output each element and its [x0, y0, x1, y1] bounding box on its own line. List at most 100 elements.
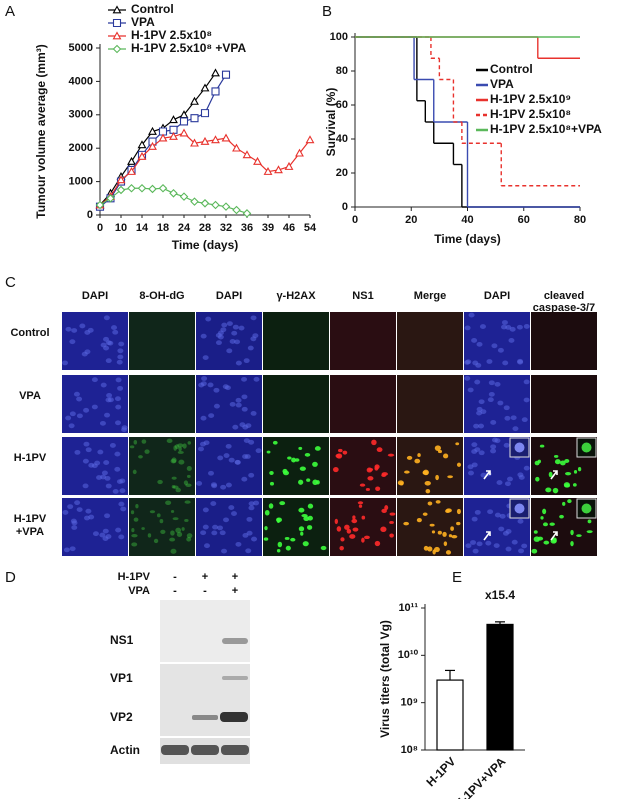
cell-signal: [175, 527, 182, 533]
cell-signal: [131, 534, 138, 538]
cell-signal: [284, 537, 290, 540]
cell-signal: [521, 543, 528, 549]
treatment-sign: -: [203, 585, 207, 597]
cell-signal: [387, 453, 395, 457]
cell-signal: [253, 376, 260, 382]
cell-signal: [389, 520, 394, 524]
cell-signal: [304, 452, 311, 457]
data-point: [295, 148, 304, 157]
data-point: [127, 184, 136, 193]
cell-signal: [306, 478, 311, 482]
micrograph: [397, 312, 463, 370]
cell-signal: [315, 480, 320, 485]
y-tick-label: 10¹⁰: [398, 649, 419, 661]
cell-signal: [181, 527, 185, 531]
cell-signal: [223, 517, 230, 523]
cell-signal: [235, 360, 242, 366]
cell-signal: [476, 341, 483, 347]
data-point: [263, 166, 273, 175]
cell-signal: [225, 482, 232, 488]
cell-signal: [380, 526, 387, 533]
inset-cell: [581, 503, 592, 514]
cell-signal: [375, 486, 381, 492]
row-label: H-1PV +VPA: [13, 513, 47, 538]
cell-signal: [138, 455, 143, 459]
cell-signal: [149, 510, 156, 514]
band: [221, 745, 249, 755]
cell-signal: [502, 360, 509, 366]
cell-signal: [141, 527, 145, 530]
data-point: [190, 138, 199, 147]
x-tick-label: 24: [178, 222, 191, 234]
cell-signal: [185, 483, 192, 488]
cell-signal: [221, 322, 228, 328]
cell-signal: [231, 330, 238, 336]
cell-signal: [531, 548, 538, 554]
cell-signal: [431, 530, 436, 534]
band: [161, 745, 189, 755]
data-point: [190, 96, 199, 105]
cell-signal: [147, 533, 152, 538]
cell-signal: [577, 466, 582, 472]
cell-signal: [314, 446, 321, 451]
cell-signal: [272, 440, 278, 445]
cell-signal: [494, 512, 501, 518]
legend-label: H-1PV 2.5x10⁸: [131, 28, 212, 42]
x-axis-title: Time (days): [434, 232, 500, 246]
micrograph: [397, 437, 463, 495]
cell-signal: [488, 391, 495, 397]
cell-signal: [65, 326, 72, 332]
cell-signal: [339, 545, 344, 551]
data-point: [221, 133, 231, 142]
cell-signal: [279, 501, 286, 506]
y-tick-label: 20: [336, 167, 348, 179]
cell-signal: [159, 519, 164, 524]
cell-signal: [497, 400, 504, 406]
cell-signal: [371, 439, 377, 446]
data-point: [284, 161, 294, 170]
y-tick-label: 10¹¹: [398, 602, 418, 614]
cell-signal: [456, 508, 461, 515]
cell-signal: [381, 472, 388, 476]
cell-signal: [223, 453, 230, 458]
data-point: [190, 114, 199, 123]
cell-signal: [298, 479, 304, 485]
cell-signal: [100, 382, 107, 388]
treatment-sign: +: [232, 571, 238, 583]
cell-signal: [184, 500, 191, 504]
data-point: [190, 197, 199, 206]
cell-signal: [359, 483, 366, 487]
cell-signal: [71, 525, 78, 530]
cell-signal: [337, 448, 343, 453]
arrow: [550, 470, 558, 480]
cell-signal: [298, 446, 303, 450]
cell-signal: [277, 541, 283, 548]
cell-signal: [229, 401, 236, 407]
cell-signal: [465, 543, 472, 549]
cell-signal: [186, 474, 191, 478]
cell-signal: [74, 500, 81, 506]
column-header: γ-H2AX: [276, 290, 316, 302]
cell-signal: [509, 326, 516, 332]
y-tick-label: 3000: [69, 109, 93, 121]
legend-label: H-1PV 2.5x10⁹: [490, 92, 571, 106]
cell-signal: [455, 442, 460, 446]
cell-signal: [114, 466, 121, 472]
cell-signal: [464, 375, 471, 381]
cell-signal: [203, 543, 210, 549]
cell-signal: [117, 354, 124, 360]
cell-signal: [107, 340, 114, 346]
data-point: [211, 200, 220, 210]
cell-signal: [109, 443, 116, 448]
cell-signal: [74, 449, 81, 455]
cell-signal: [352, 515, 356, 520]
cell-signal: [213, 403, 220, 409]
column-header: DAPI: [215, 290, 243, 302]
cell-signal: [368, 468, 374, 471]
cell-signal: [62, 510, 69, 515]
column-header: NS1: [352, 290, 374, 302]
cell-signal: [250, 411, 257, 416]
cell-signal: [498, 526, 505, 532]
treatment-label: VPA: [128, 585, 150, 597]
cell-signal: [570, 540, 574, 547]
